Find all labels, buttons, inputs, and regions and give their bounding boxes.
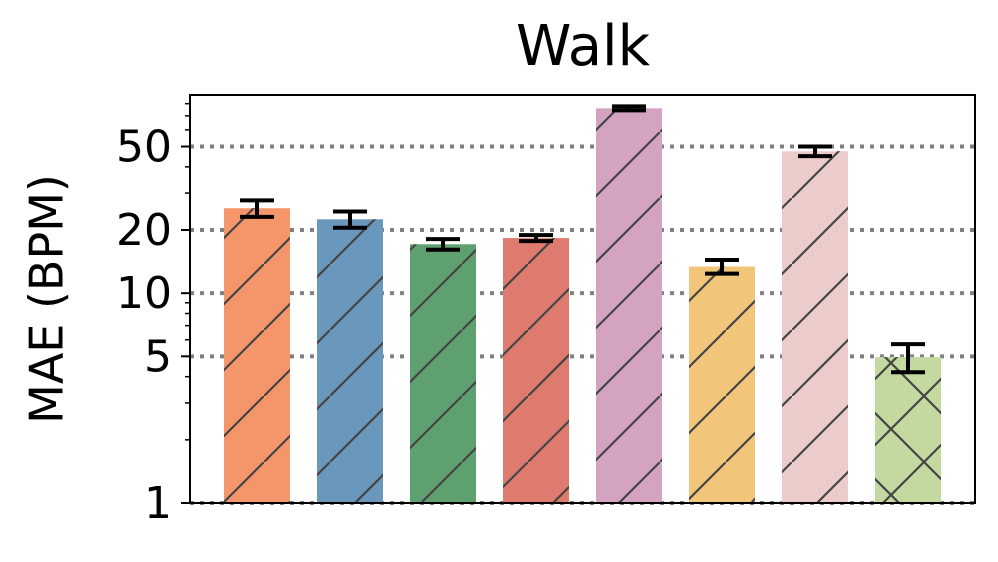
y-tick-label: 10 [116,268,172,319]
bar-hatch [596,108,662,504]
plot-frame [189,94,976,504]
bar-hatch [410,244,476,503]
y-tick-label: 1 [144,478,172,529]
y-tick-label: 50 [116,122,172,173]
y-tick-label: 20 [116,205,172,256]
bar-hatch [875,357,941,503]
y-tick-label: 5 [144,331,172,382]
bar-hatch [782,151,848,503]
bar-hatch [689,266,755,503]
y-axis-label: MAE (BPM) [20,174,74,424]
chart-title: Walk [516,14,651,79]
bar-hatch [503,238,569,503]
bar-hatch [317,219,383,503]
bar-hatch [224,208,290,503]
